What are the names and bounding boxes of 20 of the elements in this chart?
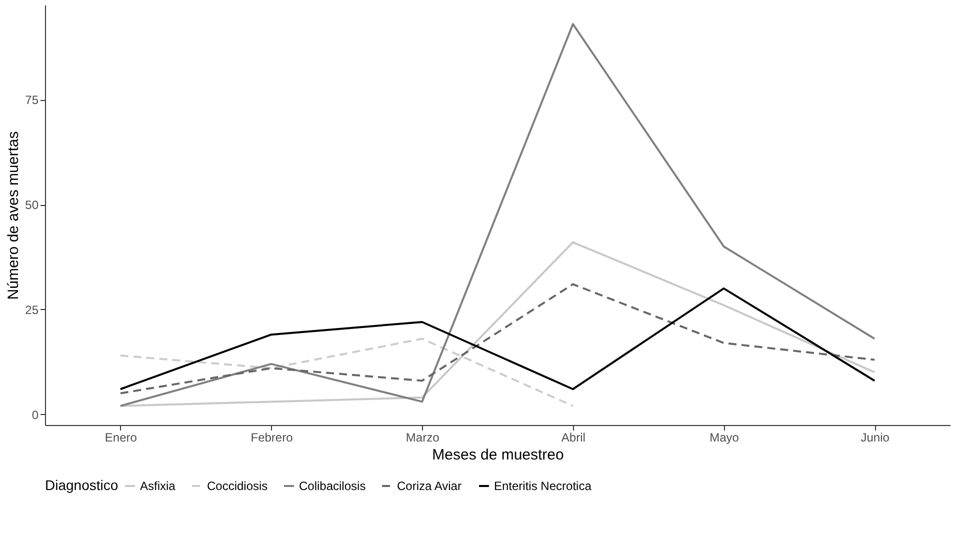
y-tick-label: 75 bbox=[25, 93, 39, 108]
y-tick-label: 0 bbox=[32, 408, 39, 422]
legend-label: Enteritis Necrotica bbox=[494, 479, 592, 493]
x-tick-label: Marzo bbox=[406, 430, 440, 444]
y-tick-label: 25 bbox=[25, 302, 39, 317]
x-tick-label: Febrero bbox=[250, 430, 294, 444]
x-tick-label: Abril bbox=[561, 430, 586, 444]
x-axis-title: Meses de muestreo bbox=[432, 446, 564, 464]
x-tick-label: Enero bbox=[104, 430, 138, 444]
legend-label: Colibacilosis bbox=[299, 479, 366, 493]
line-series bbox=[119, 241, 876, 407]
legend-label: Coriza Aviar bbox=[397, 479, 462, 493]
x-tick-label: Junio bbox=[860, 430, 890, 444]
legend-label: Coccidiosis bbox=[207, 479, 268, 493]
legend-label: Asfixia bbox=[140, 479, 176, 493]
y-tick-label: 50 bbox=[25, 198, 39, 212]
y-axis-title: Número de aves muertas bbox=[5, 131, 22, 300]
line-series bbox=[119, 23, 876, 407]
x-tick-label: Mayo bbox=[710, 430, 740, 444]
legend-title: Diagnostico bbox=[45, 477, 118, 493]
